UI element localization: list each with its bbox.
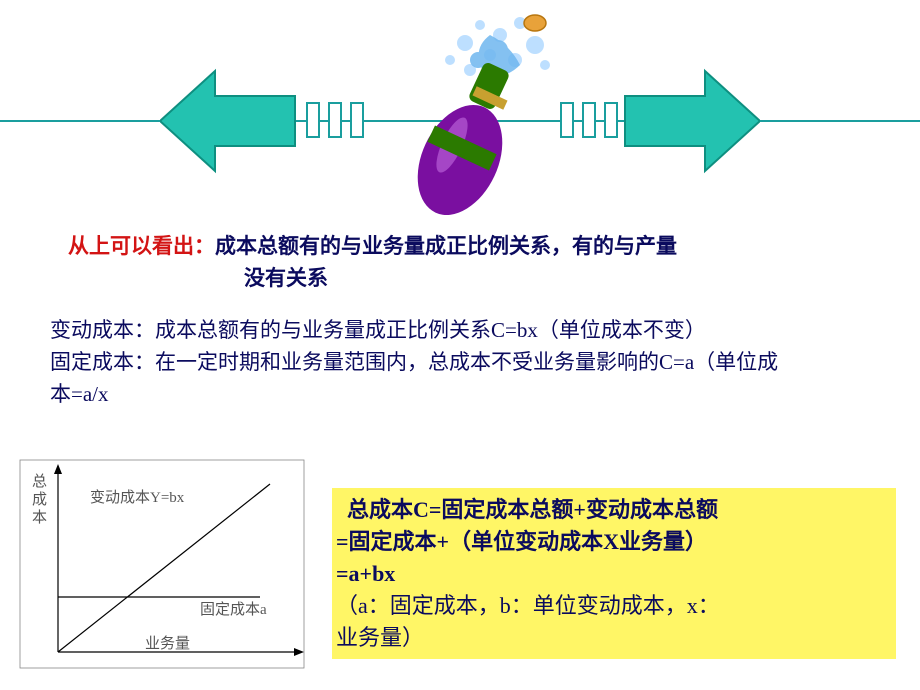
stripe	[604, 102, 618, 138]
cost-chart: 总 成 本 变动成本Y=bx 固定成本a 业务量	[10, 456, 310, 674]
variable-cost-def: 变动成本：成本总额有的与业务量成正比例关系C=bx（单位成本不变）	[50, 314, 880, 347]
formula-line2: =固定成本+（单位变动成本X业务量）	[336, 526, 892, 558]
heading-line2: 没有关系	[244, 262, 920, 295]
champagne-bottle-icon	[370, 5, 590, 215]
formula-box: 总成本C=固定成本总额+变动成本总额 =固定成本+（单位变动成本X业务量） =a…	[332, 488, 896, 659]
left-stripes	[306, 102, 366, 138]
formula-line3: =a+bx	[336, 558, 892, 590]
stripe	[328, 102, 342, 138]
fixed-cost-def-l2: 本=a/x	[50, 378, 880, 411]
heading-prefix: 从上可以看出：	[68, 234, 215, 258]
formula-line4b: 业务量）	[336, 622, 892, 654]
y-axis-label-2: 成	[32, 491, 47, 508]
arrow-left-icon	[160, 66, 300, 176]
arrow-right-icon	[620, 66, 760, 176]
stripe	[350, 102, 364, 138]
y-axis-label-3: 本	[32, 509, 47, 526]
fixed-cost-def-l1: 固定成本：在一定时期和业务量范围内，总成本不受业务量影响的C=a（单位成	[50, 346, 880, 379]
decorative-header-band	[0, 20, 920, 210]
stripe	[306, 102, 320, 138]
heading-block: 从上可以看出：成本总额有的与业务量成正比例关系，有的与产量	[68, 230, 898, 263]
formula-line1: 总成本C=固定成本总额+变动成本总额	[336, 494, 892, 526]
formula-line4a: （a：固定成本，b：单位变动成本，x：	[336, 590, 892, 622]
x-axis-label: 业务量	[145, 635, 190, 652]
fixed-cost-label: 固定成本a	[200, 601, 267, 618]
y-axis-label-1: 总	[32, 473, 47, 490]
heading-line1: 成本总额有的与业务量成正比例关系，有的与产量	[215, 234, 677, 258]
variable-cost-label: 变动成本Y=bx	[90, 489, 185, 506]
